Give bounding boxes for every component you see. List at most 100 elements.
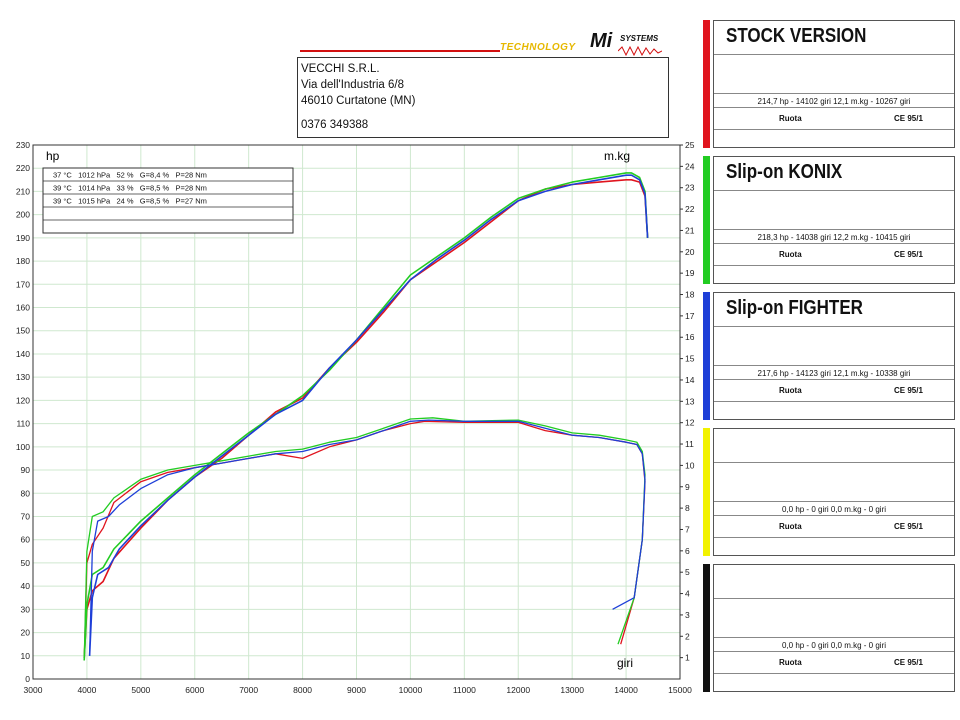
legend-ruota: Ruota bbox=[779, 250, 802, 259]
legend-ruota: Ruota bbox=[779, 658, 802, 667]
y-right-tick-label: 22 bbox=[685, 204, 695, 214]
y-right-tick-label: 9 bbox=[685, 482, 690, 492]
x-tick-label: 9000 bbox=[347, 685, 366, 695]
logo: TECHNOLOGY Mi SYSTEMS bbox=[300, 30, 685, 58]
series-power-line-1 bbox=[83, 172, 649, 661]
y-right-tick-label: 19 bbox=[685, 268, 695, 278]
y-right-tick-label: 8 bbox=[685, 503, 690, 513]
y-right-tick-label: 13 bbox=[685, 396, 695, 406]
x-axis-label: giri bbox=[617, 656, 633, 670]
legend-stats: 217,6 hp - 14123 giri 12,1 m.kg - 10338 … bbox=[757, 369, 911, 378]
plot-frame bbox=[32, 144, 681, 680]
y-left-tick-label: 90 bbox=[21, 465, 31, 475]
legend-title: STOCK VERSION bbox=[726, 25, 867, 47]
y-left-tick-label: 210 bbox=[16, 186, 30, 196]
y-left-tick-label: 70 bbox=[21, 511, 31, 521]
legend-title: Slip-on FIGHTER bbox=[726, 297, 863, 319]
legend-stats: 0,0 hp - 0 giri 0,0 m.kg - 0 giri bbox=[781, 505, 887, 514]
x-tick-label: 5000 bbox=[131, 685, 150, 695]
x-tick-label: 3000 bbox=[24, 685, 43, 695]
address-street: Via dell'Industria 6/8 bbox=[301, 79, 404, 91]
series-power-line-2 bbox=[88, 174, 649, 656]
logo-tagline: TECHNOLOGY bbox=[500, 42, 576, 53]
legend-color-bar bbox=[703, 564, 710, 692]
legend-panel-empty-black: 0,0 hp - 0 giri 0,0 m.kg - 0 giri Ruota … bbox=[703, 564, 955, 692]
y-left-tick-label: 120 bbox=[16, 395, 30, 405]
logo-sub: SYSTEMS bbox=[620, 34, 659, 43]
legend-ruota: Ruota bbox=[779, 522, 802, 531]
legend-ce: CE 95/1 bbox=[894, 250, 923, 259]
y-right-tick-label: 16 bbox=[685, 332, 695, 342]
x-tick-label: 12000 bbox=[506, 685, 530, 695]
y-left-tick-label: 230 bbox=[16, 140, 30, 150]
phone-number: 0376 349388 bbox=[301, 119, 369, 131]
axis-ticks: 3000 4000 5000 6000 7000 8000 9000 10000 11000 12… bbox=[16, 140, 695, 695]
legend-ce: CE 95/1 bbox=[894, 386, 923, 395]
y-right-tick-label: 12 bbox=[685, 418, 695, 428]
legend-ruota: Ruota bbox=[779, 114, 802, 123]
conditions-row: 39 °C 1015 hPa 24 % G=8,5 % P=27 Nm bbox=[53, 197, 207, 206]
y-right-tick-label: 21 bbox=[685, 225, 695, 235]
y-right-tick-label: 20 bbox=[685, 247, 695, 257]
y-right-tick-label: 11 bbox=[685, 439, 694, 449]
y-left-tick-label: 20 bbox=[21, 628, 31, 638]
x-tick-label: 7000 bbox=[239, 685, 258, 695]
y-left-tick-label: 60 bbox=[21, 535, 31, 545]
y-right-tick-label: 6 bbox=[685, 546, 690, 556]
legend-ce: CE 95/1 bbox=[894, 522, 923, 531]
y-left-tick-label: 0 bbox=[25, 674, 30, 684]
conditions-row: 39 °C 1014 hPa 33 % G=8,5 % P=28 Nm bbox=[53, 184, 207, 193]
y-right-tick-label: 23 bbox=[685, 183, 695, 193]
x-tick-label: 4000 bbox=[77, 685, 96, 695]
x-tick-label: 14000 bbox=[614, 685, 638, 695]
series-lines bbox=[83, 172, 649, 661]
y-right-tick-label: 1 bbox=[685, 653, 690, 663]
y-left-tick-label: 30 bbox=[21, 604, 31, 614]
y-right-tick-label: 10 bbox=[685, 460, 695, 470]
legend-stats: 218,3 hp - 14038 giri 12,2 m.kg - 10415 … bbox=[757, 233, 911, 242]
y-left-tick-label: 40 bbox=[21, 581, 31, 591]
y-left-label: hp bbox=[46, 149, 60, 163]
y-right-tick-label: 2 bbox=[685, 631, 690, 641]
legend-ce: CE 95/1 bbox=[894, 658, 923, 667]
legend-color-bar bbox=[703, 20, 710, 148]
y-left-tick-label: 220 bbox=[16, 163, 30, 173]
series-power-line-0 bbox=[83, 179, 649, 659]
legend-ruota: Ruota bbox=[779, 386, 802, 395]
y-left-tick-label: 110 bbox=[16, 419, 30, 429]
y-right-label: m.kg bbox=[604, 149, 630, 163]
legend-panel-fighter: Slip-on FIGHTER 217,6 hp - 14123 giri 12… bbox=[703, 292, 955, 420]
conditions-table-frame bbox=[42, 167, 294, 234]
series-torque-line-2 bbox=[88, 419, 646, 656]
y-left-tick-label: 200 bbox=[16, 210, 30, 220]
x-tick-label: 11000 bbox=[453, 685, 476, 695]
legend-color-bar bbox=[703, 292, 710, 420]
y-left-tick-label: 100 bbox=[16, 442, 30, 452]
legend-panel-empty-yellow: 0,0 hp - 0 giri 0,0 m.kg - 0 giri Ruota … bbox=[703, 428, 955, 556]
y-right-tick-label: 4 bbox=[685, 589, 690, 599]
y-left-tick-label: 150 bbox=[16, 326, 30, 336]
y-right-tick-label: 17 bbox=[685, 311, 695, 321]
y-right-tick-label: 3 bbox=[685, 610, 690, 620]
y-right-tick-label: 14 bbox=[685, 375, 695, 385]
logo-wave-icon bbox=[618, 46, 662, 56]
y-right-tick-label: 5 bbox=[685, 567, 690, 577]
legend-panel-stock: STOCK VERSION 214,7 hp - 14102 giri 12,1… bbox=[703, 20, 955, 148]
y-right-tick-label: 15 bbox=[685, 354, 695, 364]
legend-color-bar bbox=[703, 428, 710, 556]
y-right-tick-label: 7 bbox=[685, 524, 690, 534]
logo-brand: Mi bbox=[590, 30, 613, 52]
company-name: VECCHI S.R.L. bbox=[301, 63, 380, 75]
legend-stats: 214,7 hp - 14102 giri 12,1 m.kg - 10267 … bbox=[757, 97, 911, 106]
y-left-tick-label: 170 bbox=[16, 279, 30, 289]
dyno-chart: 3000 4000 5000 6000 7000 8000 9000 10000 11000 12… bbox=[16, 140, 695, 695]
conditions-row: 37 °C 1012 hPa 52 % G=8,4 % P=28 Nm bbox=[53, 171, 207, 180]
series-torque-line-0 bbox=[83, 420, 646, 661]
legend-title: Slip-on KONIX bbox=[726, 161, 843, 183]
x-tick-label: 13000 bbox=[560, 685, 584, 695]
y-left-tick-label: 50 bbox=[21, 558, 31, 568]
legend-panel-konix: Slip-on KONIX 218,3 hp - 14038 giri 12,2… bbox=[703, 156, 955, 284]
y-left-tick-label: 80 bbox=[21, 488, 31, 498]
logo-red-line bbox=[300, 50, 500, 52]
x-tick-label: 15000 bbox=[668, 685, 692, 695]
